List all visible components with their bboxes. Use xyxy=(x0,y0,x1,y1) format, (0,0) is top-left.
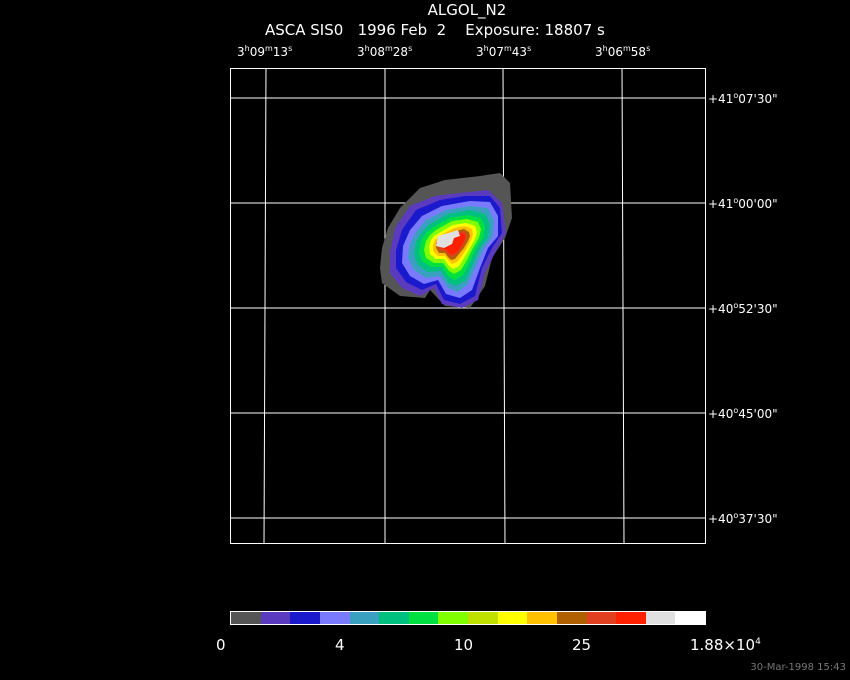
timestamp: 30-Mar-1998 15:43 xyxy=(750,662,846,673)
ra-tick-label: 3h09m13s xyxy=(237,44,293,59)
colorbar-swatch xyxy=(497,612,528,624)
dec-tick-label: +41o07'30" xyxy=(708,91,778,106)
ra-tick-label: 3h06m58s xyxy=(595,44,651,59)
colorbar-swatch xyxy=(468,612,498,624)
colorbar-swatch xyxy=(616,612,646,624)
color-scale-bar xyxy=(230,611,706,625)
dec-tick-label: +40o37'30" xyxy=(708,511,778,526)
colorbar-swatch xyxy=(231,612,261,624)
ra-tick-label: 3h07m43s xyxy=(476,44,532,59)
xray-source-blob xyxy=(380,173,512,308)
colorbar-label: 25 xyxy=(572,636,592,654)
colorbar-swatch xyxy=(556,612,587,624)
coordinate-grid xyxy=(230,68,706,544)
colorbar-label: 4 xyxy=(335,636,345,654)
colorbar-label-max: 1.88×104 xyxy=(690,636,761,654)
colorbar-swatch xyxy=(675,612,705,624)
colorbar-swatch xyxy=(379,612,409,624)
observation-subtitle: ASCA SIS0 1996 Feb 2 Exposure: 18807 s xyxy=(265,21,605,39)
dec-tick-label: +40o52'30" xyxy=(708,301,778,316)
colorbar-swatch xyxy=(586,612,617,624)
image-title: ALGOL_N2 xyxy=(427,1,507,19)
ra-tick-label: 3h08m28s xyxy=(357,44,413,59)
colorbar-swatch xyxy=(438,612,468,624)
colorbar-swatch xyxy=(645,612,676,624)
colorbar-swatch xyxy=(319,612,350,624)
colorbar-swatch xyxy=(527,612,557,624)
colorbar-swatch xyxy=(260,612,291,624)
colorbar-swatch xyxy=(290,612,320,624)
colorbar-swatch xyxy=(408,612,439,624)
colorbar-label: 0 xyxy=(216,636,226,654)
colorbar-swatch xyxy=(349,612,380,624)
dec-tick-label: +41o00'00" xyxy=(708,196,778,211)
colorbar-label: 10 xyxy=(454,636,474,654)
sky-image-plot xyxy=(230,68,706,544)
dec-tick-label: +40o45'00" xyxy=(708,406,778,421)
